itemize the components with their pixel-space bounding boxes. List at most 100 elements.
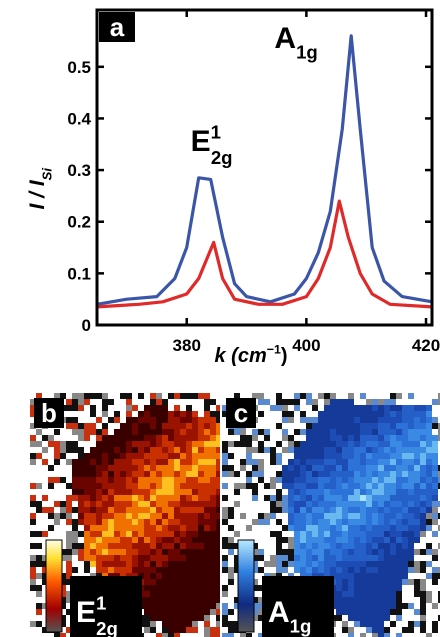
map-pixel — [378, 561, 384, 567]
map-pixel — [402, 573, 408, 579]
map-panel-label: c — [234, 398, 248, 428]
map-pixel — [36, 483, 42, 489]
map-pixel — [144, 537, 150, 543]
map-pixel — [114, 561, 120, 567]
map-pixel — [264, 429, 270, 435]
map-pixel — [150, 507, 156, 513]
map-pixel — [366, 429, 372, 435]
map-pixel — [414, 519, 420, 525]
map-pixel — [360, 441, 366, 447]
map-pixel — [402, 615, 408, 621]
map-pixel — [102, 561, 108, 567]
map-pixel — [36, 501, 42, 507]
map-pixel — [234, 471, 240, 477]
map-pixel — [372, 519, 378, 525]
map-pixel — [120, 495, 126, 501]
map-pixel — [300, 417, 306, 423]
map-pixel — [192, 471, 198, 477]
map-pixel — [120, 543, 126, 549]
map-pixel — [228, 453, 234, 459]
map-pixel — [432, 441, 438, 447]
map-pixel — [114, 525, 120, 531]
map-pixel — [186, 507, 192, 513]
map-pixel — [306, 441, 312, 447]
map-pixel — [192, 609, 198, 615]
map-pixel — [174, 567, 180, 573]
map-pixel — [384, 477, 390, 483]
map-pixel — [306, 543, 312, 549]
map-pixel — [402, 447, 408, 453]
map-pixel — [282, 555, 288, 561]
map-pixel — [312, 453, 318, 459]
map-pixel — [234, 621, 240, 627]
map-pixel — [360, 525, 366, 531]
map-pixel — [168, 477, 174, 483]
map-pixel — [270, 429, 276, 435]
y-tick-label: 0.5 — [67, 58, 91, 77]
map-pixel — [258, 585, 264, 591]
map-pixel — [36, 591, 42, 597]
map-pixel — [48, 471, 54, 477]
map-pixel — [120, 513, 126, 519]
map-pixel — [288, 399, 294, 405]
map-pixel — [174, 609, 180, 615]
map-pixel — [234, 567, 240, 573]
map-pixel — [414, 633, 420, 637]
map-pixel — [258, 627, 264, 633]
map-pixel — [210, 627, 216, 633]
map-pixel — [114, 567, 120, 573]
map-pixel — [78, 471, 84, 477]
map-pixel — [174, 501, 180, 507]
map-pixel — [378, 591, 384, 597]
map-pixel — [318, 561, 324, 567]
map-pixel — [84, 555, 90, 561]
map-pixel — [342, 585, 348, 591]
map-pixel — [174, 579, 180, 585]
map-pixel — [108, 435, 114, 441]
map-pixel — [72, 435, 78, 441]
map-pixel — [180, 543, 186, 549]
map-pixel — [192, 495, 198, 501]
map-pixel — [120, 435, 126, 441]
map-pixel — [270, 483, 276, 489]
map-pixel — [438, 513, 440, 519]
map-pixel — [342, 513, 348, 519]
map-pixel — [108, 411, 114, 417]
map-pixel — [270, 543, 276, 549]
map-pixel — [342, 555, 348, 561]
map-pixel — [432, 429, 438, 435]
map-pixel — [390, 471, 396, 477]
map-pixel — [420, 549, 426, 555]
map-pixel — [372, 615, 378, 621]
map-pixel — [318, 471, 324, 477]
map-pixel — [180, 633, 186, 637]
map-pixel — [102, 435, 108, 441]
map-pixel — [168, 591, 174, 597]
map-pixel — [84, 501, 90, 507]
map-pixel — [312, 429, 318, 435]
map-pixel — [240, 393, 246, 399]
map-pixel — [180, 555, 186, 561]
map-pixel — [276, 525, 282, 531]
map-pixel — [240, 489, 246, 495]
map-pixel — [162, 615, 168, 621]
map-pixel — [162, 435, 168, 441]
map-pixel — [270, 561, 276, 567]
map-pixel — [174, 435, 180, 441]
map-pixel — [420, 477, 426, 483]
map-pixel — [294, 423, 300, 429]
map-pixel — [396, 615, 402, 621]
map-pixel — [354, 477, 360, 483]
map-pixel — [150, 429, 156, 435]
map-pixel — [252, 531, 258, 537]
map-pixel — [354, 483, 360, 489]
map-pixel — [72, 525, 78, 531]
map-pixel — [306, 393, 312, 399]
map-pixel — [234, 573, 240, 579]
map-pixel — [366, 441, 372, 447]
map-pixel — [126, 561, 132, 567]
map-pixel — [288, 453, 294, 459]
map-pixel — [84, 477, 90, 483]
map-pixel — [378, 465, 384, 471]
